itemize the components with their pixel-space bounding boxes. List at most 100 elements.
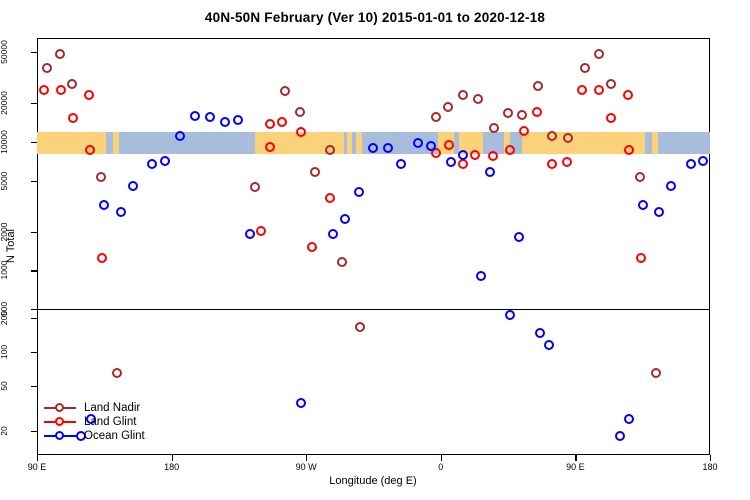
data-point-land-glint xyxy=(68,113,79,124)
data-point-land-glint xyxy=(431,147,442,158)
data-point-land-glint xyxy=(38,85,49,96)
map-band-segment-ocean xyxy=(351,132,356,154)
data-point-land-nadir xyxy=(472,93,483,104)
y-axis-tick-label: 20000 xyxy=(0,91,9,115)
map-band-segment-land xyxy=(112,132,120,154)
x-axis-tick-label: 180 xyxy=(702,462,718,472)
chart-title: 40N-50N February (Ver 10) 2015-01-01 to … xyxy=(204,10,546,25)
data-point-land-glint xyxy=(594,85,605,96)
x-axis-tick xyxy=(171,455,173,461)
data-point-land-nadir xyxy=(517,109,528,120)
data-point-land-nadir xyxy=(279,86,290,97)
map-band-segment-land xyxy=(651,132,659,154)
data-point-ocean-glint xyxy=(445,156,456,167)
data-point-land-glint xyxy=(606,113,617,124)
data-point-ocean-glint xyxy=(614,430,625,441)
data-point-ocean-glint xyxy=(475,271,486,282)
data-point-land-nadir xyxy=(650,367,661,378)
y-axis-tick xyxy=(31,431,37,433)
y-axis-tick-label: 200 xyxy=(0,310,9,326)
data-point-ocean-glint xyxy=(514,231,525,242)
data-point-land-nadir xyxy=(634,171,645,182)
y-axis-tick xyxy=(31,141,37,143)
data-point-ocean-glint xyxy=(85,414,96,425)
data-point-land-glint xyxy=(635,253,646,264)
data-point-land-glint xyxy=(470,150,481,161)
legend-label: Land Nadir xyxy=(84,402,141,414)
y-axis-tick xyxy=(31,52,37,54)
axis-break-line xyxy=(37,309,710,311)
data-point-land-glint xyxy=(97,253,108,264)
data-point-land-nadir xyxy=(547,130,558,141)
data-point-ocean-glint xyxy=(174,130,185,141)
data-point-land-nadir xyxy=(442,102,453,113)
map-band-segment-ocean xyxy=(482,132,504,154)
data-point-land-glint xyxy=(532,106,543,117)
legend-label: Land Glint xyxy=(84,416,137,428)
y-axis-tick xyxy=(31,231,37,233)
plot-area xyxy=(37,38,710,455)
map-band-segment-ocean xyxy=(343,132,348,154)
data-point-ocean-glint xyxy=(412,137,423,148)
data-point-land-glint xyxy=(504,144,515,155)
data-point-ocean-glint xyxy=(219,117,230,128)
data-point-ocean-glint xyxy=(544,339,555,350)
data-point-land-glint xyxy=(547,159,558,170)
data-point-land-nadir xyxy=(489,123,500,134)
legend: Land Nadir Land Glint Ocean Glint xyxy=(44,401,194,443)
data-point-ocean-glint xyxy=(698,156,709,167)
y-axis-tick xyxy=(31,309,37,311)
data-point-land-glint xyxy=(623,145,634,156)
data-point-land-nadir xyxy=(96,171,107,182)
legend-item: Land Glint xyxy=(44,415,194,429)
data-point-ocean-glint xyxy=(244,228,255,239)
data-point-ocean-glint xyxy=(535,328,546,339)
data-point-land-glint xyxy=(264,142,275,153)
data-point-ocean-glint xyxy=(204,112,215,123)
data-point-ocean-glint xyxy=(115,207,126,218)
x-axis-tick xyxy=(37,455,39,461)
data-point-land-nadir xyxy=(431,112,442,123)
data-point-land-nadir xyxy=(324,145,335,156)
map-band-segment-ocean xyxy=(105,132,113,154)
data-point-land-nadir xyxy=(593,48,604,59)
data-point-land-glint xyxy=(622,89,633,100)
data-point-land-nadir xyxy=(502,107,513,118)
data-point-land-nadir xyxy=(112,367,123,378)
y-axis-tick xyxy=(31,180,37,182)
y-axis-tick xyxy=(31,318,37,320)
data-point-ocean-glint xyxy=(367,143,378,154)
data-point-land-nadir xyxy=(533,80,544,91)
x-axis-tick-label: 90 E xyxy=(27,462,47,472)
y-axis-tick xyxy=(31,270,37,272)
x-axis-tick-label: 90 W xyxy=(295,462,317,472)
data-point-land-nadir xyxy=(580,63,591,74)
x-axis-tick xyxy=(306,455,308,461)
map-band-segment-land xyxy=(355,132,363,154)
data-point-land-glint xyxy=(256,226,267,237)
x-axis-tick xyxy=(575,455,577,461)
map-band-segment-ocean xyxy=(362,132,438,154)
map-band-segment-land xyxy=(255,132,344,154)
data-point-ocean-glint xyxy=(637,199,648,210)
map-band-segment-ocean xyxy=(119,132,256,154)
y-axis-tick xyxy=(31,386,37,388)
y-axis-tick-label: 5000 xyxy=(0,171,9,190)
data-point-land-nadir xyxy=(55,48,66,59)
data-point-ocean-glint xyxy=(685,159,696,170)
legend-item: Land Nadir xyxy=(44,401,194,415)
data-point-land-glint xyxy=(85,145,96,156)
data-point-land-glint xyxy=(56,85,67,96)
data-point-ocean-glint xyxy=(484,166,495,177)
data-point-land-glint xyxy=(84,89,95,100)
data-point-ocean-glint xyxy=(327,228,338,239)
y-axis-tick-label: 20 xyxy=(0,426,9,436)
data-point-land-glint xyxy=(577,85,588,96)
data-point-ocean-glint xyxy=(395,158,406,169)
y-axis-tick-label: 10000 xyxy=(0,130,9,154)
data-point-land-glint xyxy=(487,150,498,161)
data-point-land-glint xyxy=(277,117,288,128)
data-point-ocean-glint xyxy=(189,111,200,122)
x-axis-tick-label: 0 xyxy=(438,462,444,472)
